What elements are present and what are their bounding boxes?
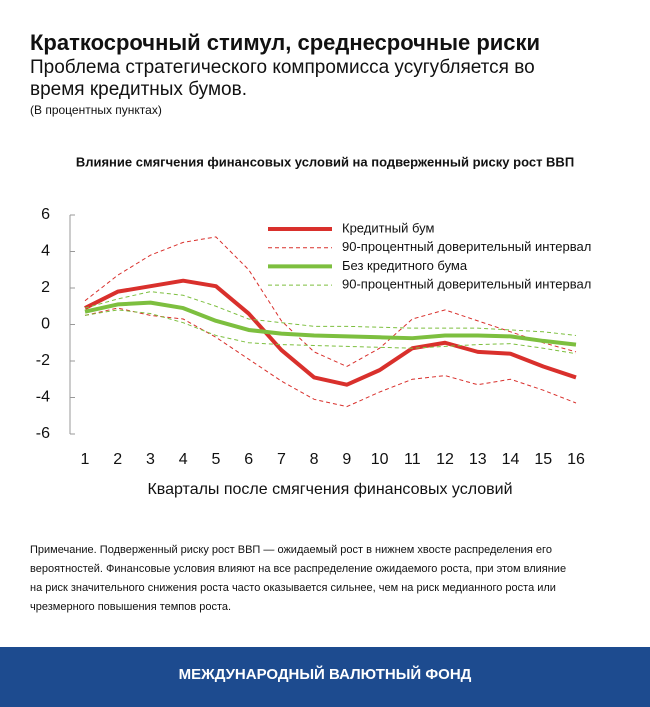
series-line bbox=[84, 291, 577, 336]
footer-band bbox=[0, 647, 650, 707]
title: Краткосрочный стимул, среднесрочные риск… bbox=[30, 30, 540, 55]
x-tick-label: 12 bbox=[436, 451, 454, 468]
x-tick-label: 4 bbox=[179, 451, 188, 468]
x-axis-label: Кварталы после смягчения финансовых усло… bbox=[147, 481, 512, 498]
legend-label: Кредитный бум bbox=[342, 220, 434, 235]
footer: МЕЖДУНАРОДНЫЙ ВАЛЮТНЫЙ ФОНД bbox=[179, 665, 472, 683]
series-line bbox=[84, 309, 577, 355]
note-line: на риск значительного снижения роста час… bbox=[30, 582, 556, 594]
series-line bbox=[84, 300, 577, 347]
x-tick-label: 1 bbox=[81, 451, 90, 468]
series-line bbox=[84, 307, 577, 408]
legend-label: 90-процентный доверительный интервал bbox=[342, 239, 591, 254]
note-line: вероятностей. Финансовые условия влияют … bbox=[30, 563, 566, 575]
x-tick-label: 8 bbox=[310, 451, 319, 468]
x-tick-label: 9 bbox=[342, 451, 351, 468]
y-tick-label: -6 bbox=[36, 425, 50, 442]
x-tick-label: 7 bbox=[277, 451, 286, 468]
subtitle-line: Проблема стратегического компромисса усу… bbox=[30, 57, 535, 78]
x-tick-label: 13 bbox=[469, 451, 487, 468]
x-tick-label: 10 bbox=[371, 451, 389, 468]
x-tick-label: 14 bbox=[502, 451, 520, 468]
y-tick-label: -2 bbox=[36, 352, 50, 369]
note-line: чрезмерного повышения темпов роста. bbox=[30, 601, 231, 613]
unit-note: (В процентных пунктах) bbox=[30, 103, 162, 117]
x-tick-label: 15 bbox=[534, 451, 552, 468]
x-tick-label: 3 bbox=[146, 451, 155, 468]
x-tick-label: 2 bbox=[113, 451, 122, 468]
y-tick-label: 0 bbox=[41, 316, 50, 333]
x-tick-label: 16 bbox=[567, 451, 585, 468]
x-tick-label: 11 bbox=[404, 451, 421, 468]
x-tick-label: 5 bbox=[211, 451, 220, 468]
subtitle-line: время кредитных бумов. bbox=[30, 79, 247, 100]
y-tick-label: -4 bbox=[36, 389, 50, 406]
series-line bbox=[84, 278, 577, 387]
y-tick-label: 4 bbox=[41, 243, 50, 260]
legend-label: 90-процентный доверительный интервал bbox=[342, 277, 591, 292]
x-tick-label: 6 bbox=[244, 451, 253, 468]
y-tick-label: 6 bbox=[41, 206, 50, 223]
legend-label: Без кредитного бума bbox=[342, 258, 468, 273]
series-line bbox=[84, 236, 577, 368]
chart-title: Влияние смягчения финансовых условий на … bbox=[76, 154, 574, 169]
note-line: Примечание. Подверженный риску рост ВВП … bbox=[30, 544, 552, 556]
y-tick-label: 2 bbox=[41, 279, 50, 296]
